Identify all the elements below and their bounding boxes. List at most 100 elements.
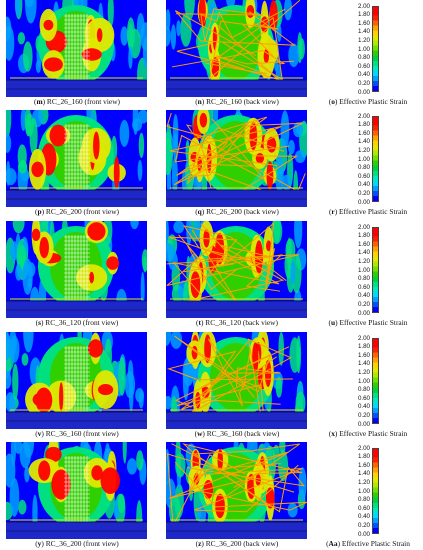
- legend-tick-label: 1.40: [357, 28, 370, 36]
- contour-plot: [166, 0, 307, 97]
- legend-tick-label: 0.20: [357, 79, 370, 87]
- legend-tick-label: 0.20: [357, 521, 370, 529]
- front-view-contour-image: [6, 0, 147, 97]
- contour-plot: [166, 332, 307, 429]
- legend-tick-label: 0.80: [357, 496, 370, 504]
- contour-plot: [6, 221, 147, 318]
- legend-tick-label: 2.00: [357, 444, 370, 452]
- legend-tick-label: 0.60: [357, 283, 370, 291]
- strain-legend: 2.00 1.80 1.60 1.40 1.20 1.00 0.80 0.60 0.40 0.20…: [340, 224, 400, 317]
- front-caption: (p) RC_26_200 (front view): [35, 207, 119, 216]
- legend-tick-label: 0.40: [357, 403, 370, 411]
- legend-tick-label: 1.40: [357, 470, 370, 478]
- contour-plot: [166, 110, 307, 207]
- back-caption: (z) RC_36_200 (back view): [195, 539, 279, 548]
- contour-plot: [6, 332, 147, 429]
- legend-tick-label: 1.60: [357, 351, 370, 359]
- figure-row-1: 2.00 1.80 1.60 1.40 1.20 1.00 0.80 0.60 0.40 0.20…: [0, 0, 423, 106]
- color-scale-bar: [372, 448, 379, 534]
- contour-plot: [166, 442, 307, 539]
- figure-row-5: 2.00 1.80 1.60 1.40 1.20 1.00 0.80 0.60 0.40 0.20…: [0, 442, 423, 548]
- legend-tick-label: 1.60: [357, 129, 370, 137]
- contour-plot: [6, 0, 147, 97]
- legend-tick-label: 0.80: [357, 54, 370, 62]
- legend-tick-label: 0.20: [357, 189, 370, 197]
- legend-tick-label: 1.00: [357, 155, 370, 163]
- legend-tick-label: 2.00: [357, 334, 370, 342]
- color-scale-bar: [372, 227, 379, 313]
- legend-tick-label: 1.00: [357, 45, 370, 53]
- back-caption: (t) RC_36_120 (back view): [196, 318, 278, 327]
- strain-legend: 2.00 1.80 1.60 1.40 1.20 1.00 0.80 0.60 0.40 0.20…: [340, 334, 400, 428]
- legend-caption: (u) Effective Plastic Strain: [328, 318, 408, 327]
- legend-tick-label: 1.80: [357, 232, 370, 240]
- figure-row-4: 2.00 1.80 1.60 1.40 1.20 1.00 0.80 0.60 0.40 0.20…: [0, 332, 423, 438]
- color-scale-bar: [372, 338, 379, 424]
- legend-tick-label: 0.40: [357, 513, 370, 521]
- legend-tick-label: 0.60: [357, 504, 370, 512]
- legend-tick-label: 0.60: [357, 172, 370, 180]
- front-caption: (v) RC_36_160 (front view): [35, 429, 119, 438]
- front-caption: (s) RC_36_120 (front view): [35, 318, 119, 327]
- contour-plot: [166, 221, 307, 318]
- legend-tick-label: 1.80: [357, 121, 370, 129]
- legend-tick-label: 0.80: [357, 386, 370, 394]
- legend-tick-label: 1.40: [357, 360, 370, 368]
- legend-tick-label: 0.80: [357, 164, 370, 172]
- legend-tick-label: 1.80: [357, 453, 370, 461]
- front-view-contour-image: [6, 221, 147, 318]
- legend-tick-label: 0.40: [357, 181, 370, 189]
- contour-plot: [6, 442, 147, 539]
- legend-tick-label: 0.40: [357, 292, 370, 300]
- back-view-contour-image: [166, 110, 307, 207]
- legend-caption: (o) Effective Plastic Strain: [328, 97, 408, 106]
- legend-tick-label: 1.20: [357, 36, 370, 44]
- color-scale-bar: [372, 6, 379, 92]
- legend-tick-label: 1.20: [357, 146, 370, 154]
- legend-tick-label: 1.00: [357, 487, 370, 495]
- legend-tick-label: 0.00: [357, 530, 370, 538]
- figure-row-3: 2.00 1.80 1.60 1.40 1.20 1.00 0.80 0.60 0.40 0.20…: [0, 221, 423, 327]
- front-view-contour-image: [6, 442, 147, 539]
- legend-tick-label: 0.60: [357, 394, 370, 402]
- front-view-contour-image: [6, 110, 147, 207]
- legend-tick-label: 1.60: [357, 240, 370, 248]
- legend-tick-label: 0.00: [357, 309, 370, 317]
- legend-caption: (Aa) Effective Plastic Strain: [326, 539, 410, 548]
- legend-tick-label: 1.00: [357, 377, 370, 385]
- back-caption: (q) RC_26_200 (back view): [195, 207, 279, 216]
- legend-tick-label: 1.40: [357, 249, 370, 257]
- legend-tick-label: 0.20: [357, 411, 370, 419]
- back-view-contour-image: [166, 221, 307, 318]
- back-view-contour-image: [166, 0, 307, 97]
- back-view-contour-image: [166, 332, 307, 429]
- legend-tick-label: 0.60: [357, 62, 370, 70]
- strain-legend: 2.00 1.80 1.60 1.40 1.20 1.00 0.80 0.60 0.40 0.20…: [340, 112, 400, 206]
- legend-tick-label: 1.20: [357, 368, 370, 376]
- legend-tick-label: 0.80: [357, 275, 370, 283]
- legend-caption: (r) Effective Plastic Strain: [328, 207, 408, 216]
- legend-tick-label: 0.00: [357, 88, 370, 96]
- front-view-contour-image: [6, 332, 147, 429]
- back-view-contour-image: [166, 442, 307, 539]
- legend-tick-label: 1.20: [357, 257, 370, 265]
- legend-tick-label: 0.00: [357, 420, 370, 428]
- legend-tick-label: 1.00: [357, 266, 370, 274]
- strain-legend: 2.00 1.80 1.60 1.40 1.20 1.00 0.80 0.60 0.40 0.20…: [340, 444, 400, 538]
- legend-tick-label: 1.20: [357, 478, 370, 486]
- legend-tick-label: 0.20: [357, 300, 370, 308]
- strain-legend: 2.00 1.80 1.60 1.40 1.20 1.00 0.80 0.60 0.40 0.20…: [340, 2, 400, 96]
- front-caption: (m) RC_26_160 (front view): [33, 97, 121, 106]
- legend-tick-label: 0.40: [357, 71, 370, 79]
- legend-tick-label: 1.40: [357, 138, 370, 146]
- legend-tick-label: 2.00: [357, 112, 370, 120]
- back-caption: (w) RC_36_160 (back view): [194, 429, 280, 438]
- front-caption: (y) RC_36_200 (front view): [35, 539, 119, 548]
- legend-caption: (x) Effective Plastic Strain: [328, 429, 408, 438]
- legend-tick-label: 0.00: [357, 198, 370, 206]
- legend-tick-label: 2.00: [357, 2, 370, 10]
- contour-plot: [6, 110, 147, 207]
- legend-tick-label: 1.80: [357, 343, 370, 351]
- legend-tick-label: 1.60: [357, 461, 370, 469]
- back-caption: (n) RC_26_160 (back view): [195, 97, 279, 106]
